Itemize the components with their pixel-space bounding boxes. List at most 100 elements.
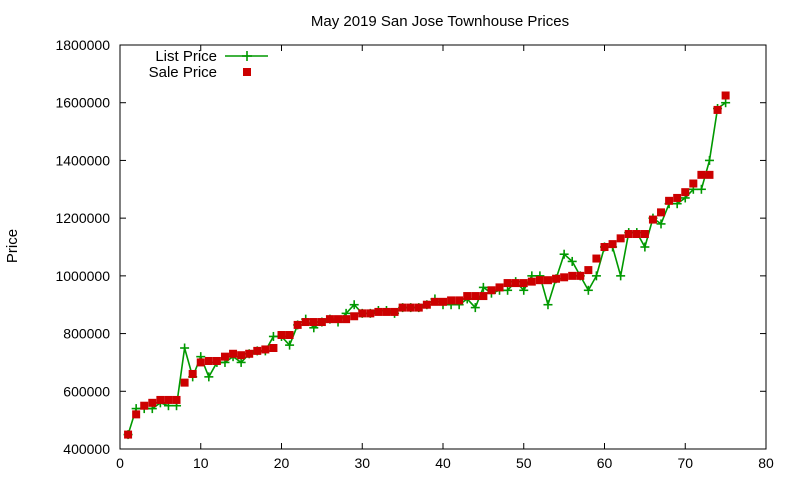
sale-price-point <box>527 277 536 286</box>
sale-price-point <box>398 303 407 312</box>
sale-price-point <box>180 378 189 387</box>
list-price-point <box>478 282 488 292</box>
x-tick-label: 50 <box>516 455 532 471</box>
sale-price-point <box>390 307 399 316</box>
list-price-point <box>696 184 706 194</box>
sale-price-point <box>374 307 383 316</box>
list-price-point <box>204 372 214 382</box>
sale-price-point <box>721 91 730 100</box>
sale-price-point <box>358 309 367 318</box>
sale-price-point <box>140 401 149 410</box>
list-price-point <box>640 242 650 252</box>
sale-price-point <box>592 254 601 263</box>
list-price-point <box>519 285 529 295</box>
sale-price-point <box>382 307 391 316</box>
sale-price-point <box>406 303 415 312</box>
sale-price-point <box>414 303 423 312</box>
sale-price-point <box>237 351 246 360</box>
sale-price-point <box>156 395 165 404</box>
sale-price-point <box>229 349 238 358</box>
sale-price-point <box>471 292 480 301</box>
sale-price-point <box>543 276 552 285</box>
x-tick-label: 0 <box>116 455 124 471</box>
sale-price-point <box>697 170 706 179</box>
sale-price-point <box>124 430 133 439</box>
y-tick-label: 1000000 <box>55 268 110 284</box>
list-price-point <box>470 303 480 313</box>
sale-price-point <box>439 297 447 306</box>
legend-swatch-list-price-marker <box>242 51 252 61</box>
list-price-point <box>180 343 190 353</box>
list-price-point <box>616 271 626 281</box>
sale-price-point <box>293 320 302 329</box>
chart-title: May 2019 San Jose Townhouse Prices <box>311 13 569 30</box>
x-tick-label: 40 <box>435 455 451 471</box>
x-tick-label: 70 <box>677 455 693 471</box>
axis-ticks: 0 10 20 30 40 50 60 70 80 400000 600000 800000 10000… <box>55 37 774 471</box>
sale-price-point <box>552 274 561 283</box>
list-price-line <box>127 102 727 435</box>
sale-price-point <box>519 279 528 288</box>
list-price-point <box>559 249 569 259</box>
sale-price-point <box>366 309 375 318</box>
sale-price-point <box>188 369 197 378</box>
sale-price-point <box>648 215 657 224</box>
sale-price-point <box>430 297 439 306</box>
plot-frame <box>119 44 767 450</box>
y-tick-label: 600000 <box>63 383 110 399</box>
y-tick-label: 1400000 <box>55 152 110 168</box>
sale-price-point <box>673 193 682 202</box>
sale-price-point <box>584 266 593 275</box>
sale-price-point <box>277 331 286 340</box>
legend-label-sale-price: Sale Price <box>149 64 217 81</box>
list-price-point <box>656 219 666 229</box>
sale-price-point <box>309 318 318 327</box>
sale-price-point <box>148 398 157 407</box>
list-price-point <box>503 285 513 295</box>
sale-price-point <box>681 188 690 197</box>
sale-price-point <box>285 331 294 340</box>
list-price-point <box>591 271 601 281</box>
list-price-point <box>236 357 246 367</box>
sale-price-point <box>560 273 569 282</box>
sale-price-point <box>624 230 633 239</box>
sale-price-point <box>657 208 666 217</box>
sale-price-point <box>317 318 326 327</box>
sale-price-point <box>422 300 431 309</box>
legend: List Price Sale Price <box>149 48 268 81</box>
list-price-point <box>583 285 593 295</box>
sale-price-point <box>600 243 609 251</box>
sale-price-point <box>535 276 544 285</box>
sale-price-point <box>164 395 173 404</box>
sale-price-point <box>334 315 343 324</box>
sale-price-point <box>568 271 577 280</box>
sale-price-point <box>132 410 141 419</box>
sale-price-point <box>463 292 472 301</box>
sale-price-point <box>503 279 512 288</box>
sale-price-point <box>196 358 205 367</box>
list-price-point <box>567 256 577 266</box>
list-price-point <box>543 300 553 310</box>
legend-swatch-sale-price-marker <box>243 68 251 76</box>
sale-price-point <box>325 315 334 324</box>
y-tick-label: 1800000 <box>55 37 110 53</box>
y-axis-label: Price <box>4 229 21 263</box>
sale-price-point <box>455 296 464 305</box>
y-tick-label: 400000 <box>63 441 110 457</box>
x-tick-label: 20 <box>274 455 290 471</box>
sale-price-point <box>261 345 270 354</box>
list-price-point <box>704 155 714 165</box>
x-tick-label: 30 <box>354 455 370 471</box>
x-tick-label: 10 <box>193 455 209 471</box>
sale-price-point <box>212 356 221 365</box>
sale-price-point <box>487 286 496 295</box>
sale-price-point <box>616 234 625 243</box>
sale-price-point <box>204 356 213 365</box>
sale-price-point <box>511 279 520 288</box>
sale-price-point <box>342 315 351 324</box>
sale-price-point <box>705 170 714 179</box>
sale-price-point <box>479 292 488 301</box>
legend-label-list-price: List Price <box>155 48 217 65</box>
sale-price-point <box>245 349 254 358</box>
